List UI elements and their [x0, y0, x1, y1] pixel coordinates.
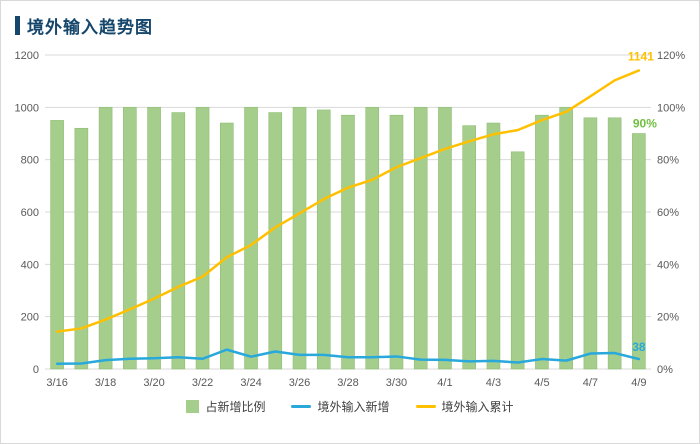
- svg-text:60%: 60%: [657, 207, 679, 219]
- svg-text:0%: 0%: [657, 364, 673, 376]
- legend-label: 境外输入新增: [317, 400, 390, 414]
- svg-text:800: 800: [21, 155, 39, 167]
- svg-text:4/3: 4/3: [486, 377, 501, 389]
- svg-text:38: 38: [632, 340, 646, 354]
- svg-text:3/18: 3/18: [95, 377, 116, 389]
- svg-text:3/28: 3/28: [337, 377, 358, 389]
- chart-title: 境外输入趋势图: [27, 17, 153, 37]
- svg-text:40%: 40%: [657, 259, 679, 271]
- chart-header: 境外输入趋势图: [1, 1, 699, 39]
- svg-text:3/26: 3/26: [289, 377, 310, 389]
- svg-text:90%: 90%: [633, 117, 657, 131]
- svg-text:200: 200: [21, 312, 39, 324]
- title-accent-bar: [15, 15, 20, 35]
- svg-text:3/30: 3/30: [386, 377, 407, 389]
- trend-chart-canvas: 0 0% 200 20% 400 40% 600 60% 800 80% 1000 100% 1200 1…: [15, 49, 686, 389]
- svg-text:3/20: 3/20: [143, 377, 164, 389]
- legend-item-new-imported: 境外输入新增: [291, 398, 390, 415]
- svg-text:100%: 100%: [657, 102, 685, 114]
- legend-line-blue-swatch-icon: [291, 405, 312, 408]
- svg-text:4/1: 4/1: [437, 377, 452, 389]
- svg-text:1000: 1000: [15, 102, 39, 114]
- svg-text:20%: 20%: [657, 312, 679, 324]
- legend-item-cumulative-imported: 境外输入累计: [415, 398, 514, 415]
- svg-text:1200: 1200: [15, 50, 39, 62]
- legend-item-bar-share: 占新增比例: [186, 398, 265, 415]
- legend-label: 境外输入累计: [441, 400, 514, 414]
- svg-text:3/24: 3/24: [240, 377, 261, 389]
- svg-text:4/9: 4/9: [631, 377, 646, 389]
- legend-bar-swatch-icon: [186, 400, 200, 413]
- svg-text:4/7: 4/7: [583, 377, 598, 389]
- svg-text:4/5: 4/5: [534, 377, 549, 389]
- legend-line-gold-swatch-icon: [415, 405, 436, 408]
- svg-text:80%: 80%: [657, 155, 679, 167]
- svg-text:3/16: 3/16: [46, 377, 67, 389]
- chart-legend: 占新增比例 境外输入新增 境外输入累计: [1, 398, 699, 415]
- legend-label: 占新增比例: [205, 400, 266, 414]
- svg-text:0: 0: [33, 364, 39, 376]
- svg-text:120%: 120%: [657, 50, 685, 62]
- svg-text:3/22: 3/22: [192, 377, 213, 389]
- svg-text:400: 400: [21, 259, 39, 271]
- svg-text:600: 600: [21, 207, 39, 219]
- svg-text:1141: 1141: [628, 49, 654, 63]
